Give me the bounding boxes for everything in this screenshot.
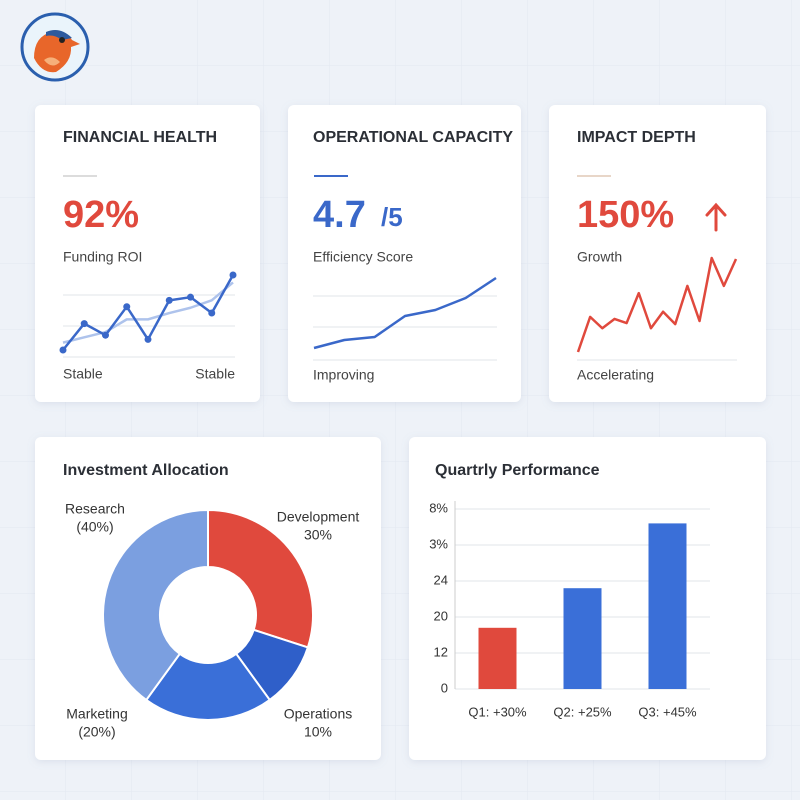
slice-label: Development xyxy=(277,509,360,525)
kpi-label: Funding ROI xyxy=(63,249,142,265)
slice-value-label: (40%) xyxy=(76,519,113,535)
kpi-label: Growth xyxy=(577,249,622,265)
footer-label: Accelerating xyxy=(577,367,654,383)
up-arrow-icon xyxy=(705,202,727,232)
kpi-label: Efficiency Score xyxy=(313,249,413,265)
kpi-value: 92% xyxy=(63,194,139,236)
chart-title: Investment Allocation xyxy=(63,462,229,479)
chart-title: Quartrly Performance xyxy=(435,462,600,479)
bar xyxy=(563,588,602,689)
line xyxy=(313,276,497,350)
x-tick-label: Q2: +25% xyxy=(553,704,612,719)
slice-value-label: 30% xyxy=(304,527,332,543)
line xyxy=(62,281,234,344)
pie-slice xyxy=(207,508,314,649)
point xyxy=(144,335,152,343)
card-title: IMPACT DEPTH xyxy=(577,129,696,146)
x-tick-label: Q1: +30% xyxy=(468,704,527,719)
slice-label: Research xyxy=(65,501,125,517)
slice-label: Operations xyxy=(284,706,352,722)
card xyxy=(288,105,521,402)
kpi-value: 150% xyxy=(577,194,674,236)
slice-label: Marketing xyxy=(66,706,127,722)
slice-value-label: (20%) xyxy=(78,724,115,740)
y-tick-label: 0 xyxy=(441,680,448,695)
kpi-suffix: /5 xyxy=(381,202,403,232)
y-tick-label: 12 xyxy=(434,644,448,659)
point xyxy=(123,303,131,311)
point xyxy=(208,309,216,317)
x-tick-label: Q3: +45% xyxy=(638,704,697,719)
card-title: FINANCIAL HEALTH xyxy=(63,129,217,146)
footer-label: Stable xyxy=(63,366,103,382)
pie-slice xyxy=(144,652,272,721)
footer-label: Improving xyxy=(313,367,374,383)
logo xyxy=(20,12,90,82)
point xyxy=(80,320,88,328)
footer-label: Stable xyxy=(195,366,235,382)
point xyxy=(187,293,194,301)
point xyxy=(102,331,109,339)
card xyxy=(35,437,381,760)
y-tick-label: 8% xyxy=(429,500,448,515)
bar xyxy=(478,627,517,689)
point xyxy=(229,271,237,279)
kpi-value: 4.7 xyxy=(313,194,366,236)
card-title: OPERATIONAL CAPACITY xyxy=(313,129,513,146)
y-tick-label: 20 xyxy=(434,608,448,623)
y-tick-label: 3% xyxy=(429,536,448,551)
point xyxy=(59,346,67,354)
pie-slice xyxy=(102,508,209,702)
line xyxy=(576,256,738,353)
bar xyxy=(648,523,687,689)
point xyxy=(165,296,173,304)
slice-value-label: 10% xyxy=(304,724,332,740)
y-tick-label: 24 xyxy=(434,572,448,587)
